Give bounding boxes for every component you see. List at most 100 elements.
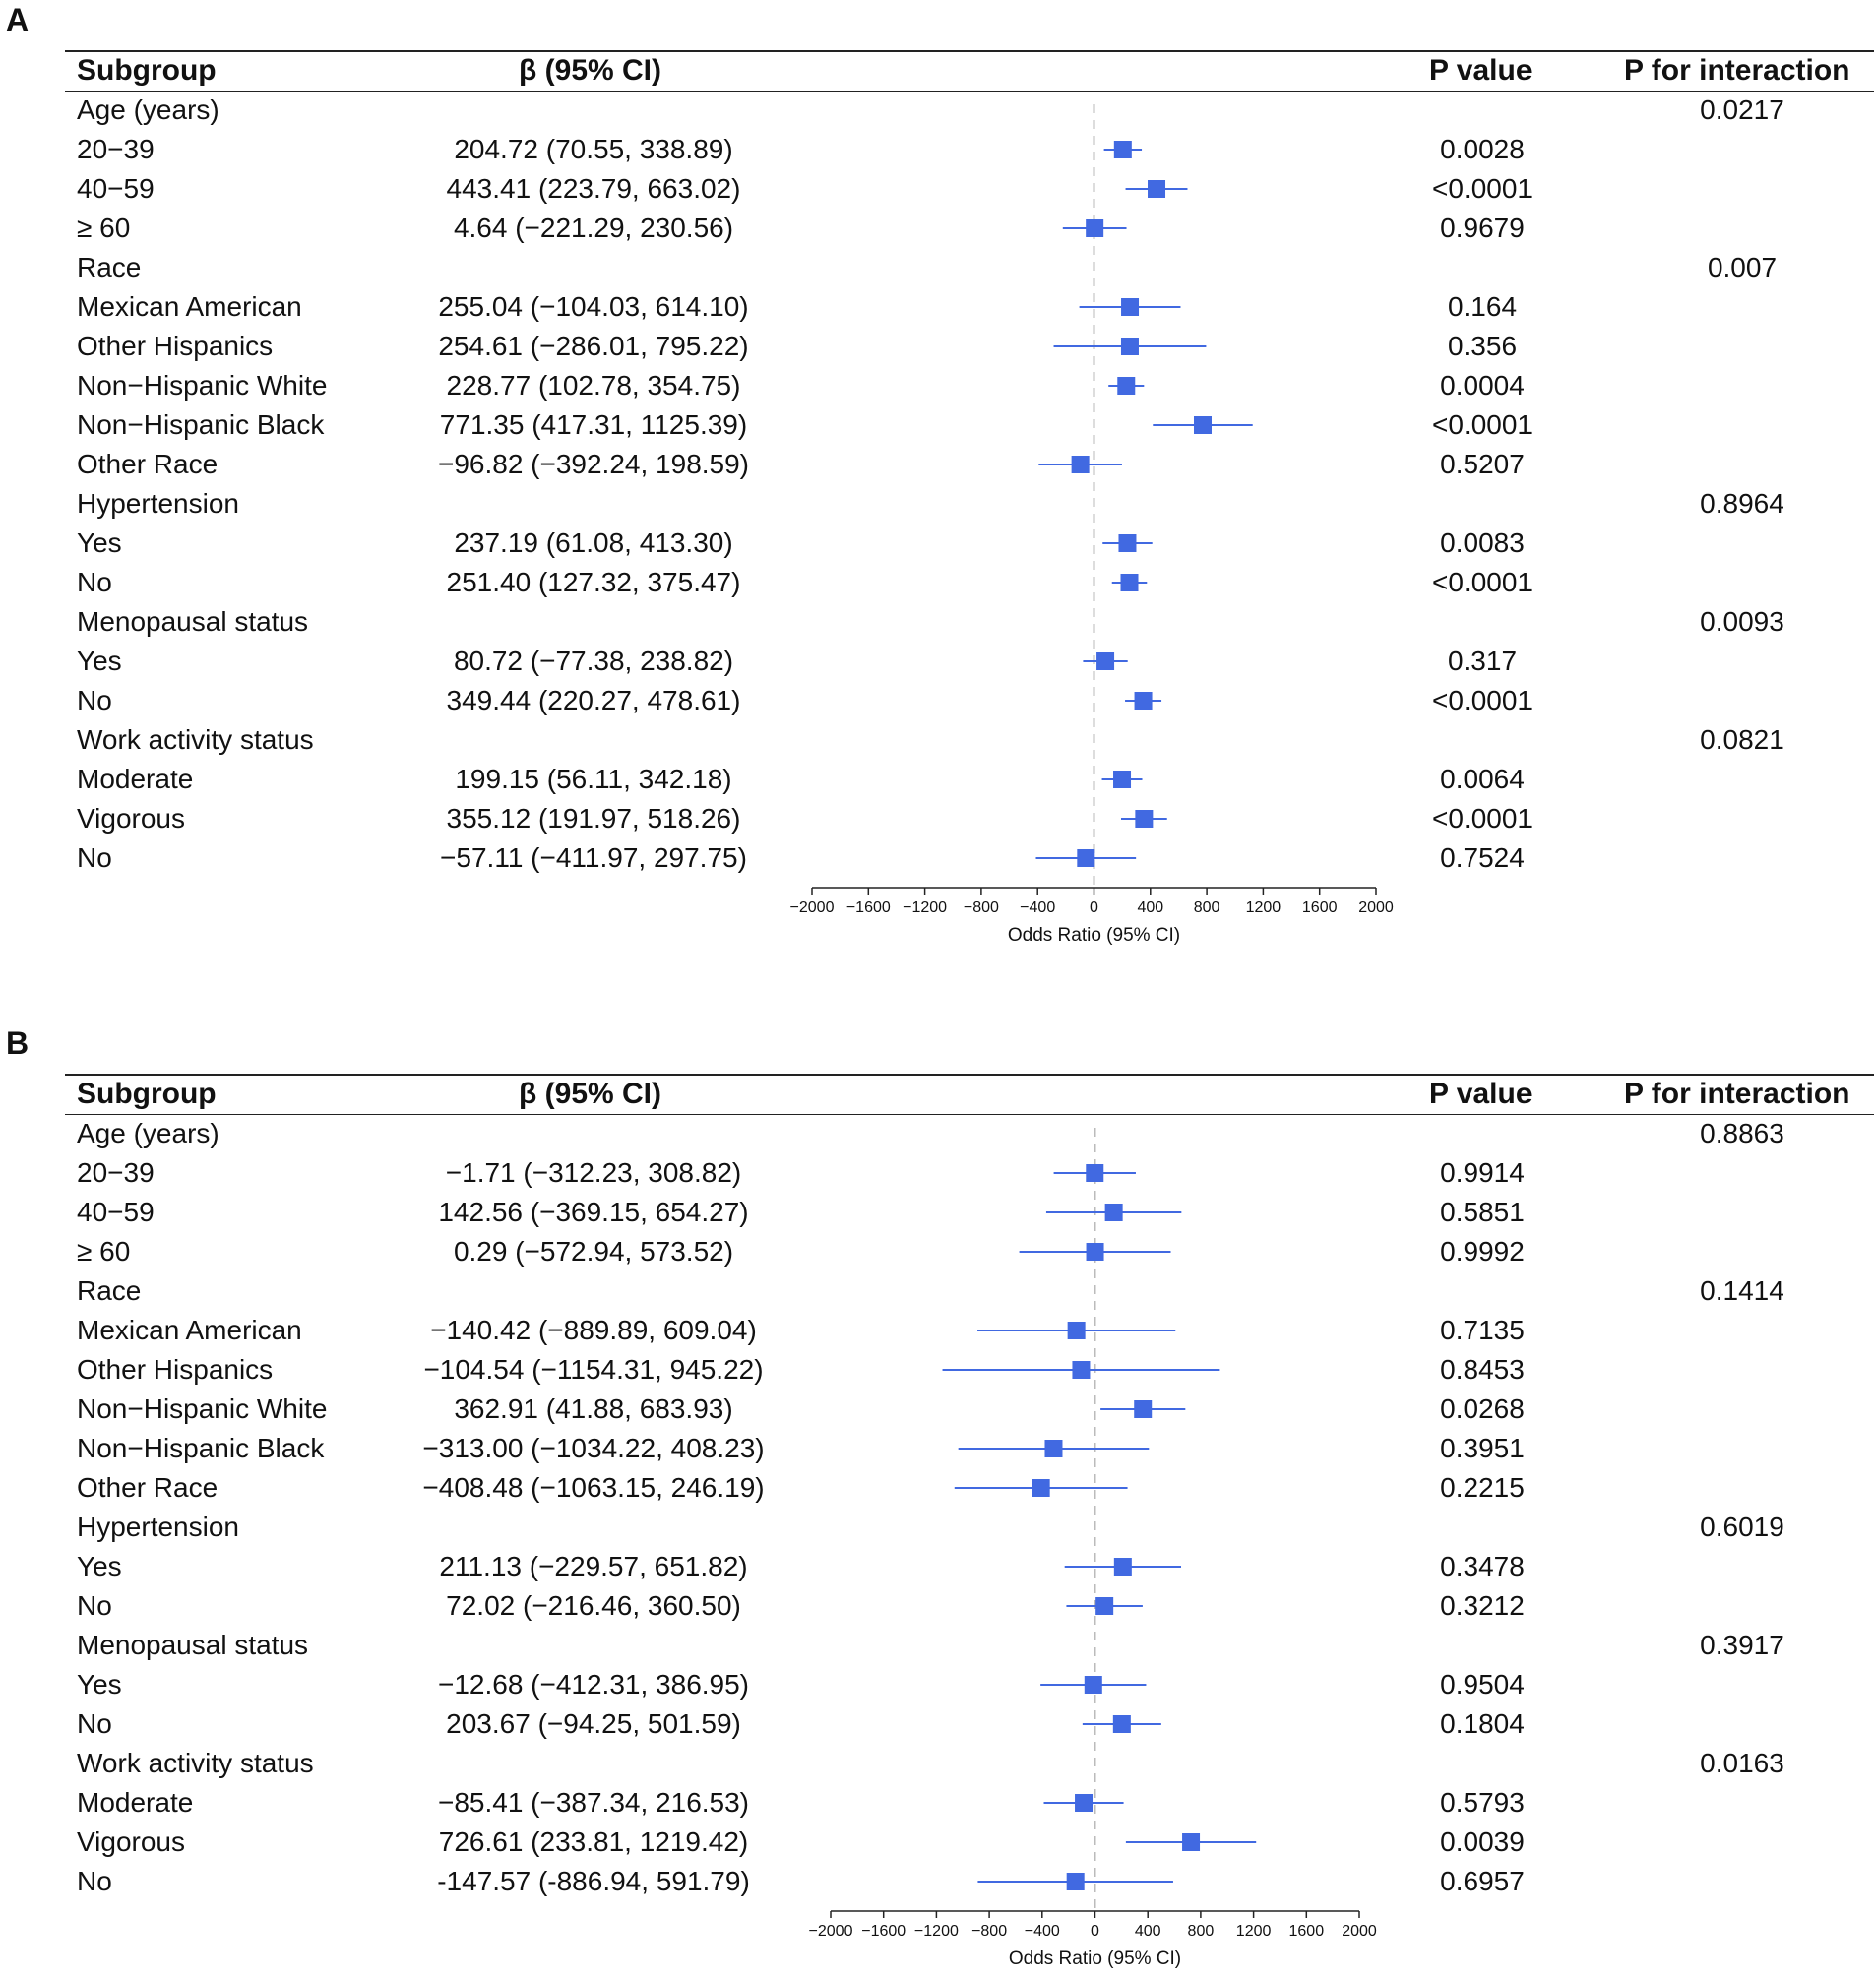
table-row: Hypertension 0.6019 xyxy=(0,1508,1876,1547)
subgroup-label: No xyxy=(77,1708,112,1739)
subgroup-label: Moderate xyxy=(77,764,194,794)
p-value: 0.7135 xyxy=(1440,1315,1525,1345)
beta-ci-value: −104.54 (−1154.31, 945.22) xyxy=(423,1354,764,1385)
subgroup-label: Yes xyxy=(77,1669,122,1700)
subgroup-label: Work activity status xyxy=(77,724,314,755)
x-tick-label: 1600 xyxy=(1302,899,1338,916)
subgroup-label: Vigorous xyxy=(77,803,186,834)
x-tick-label: −400 xyxy=(1025,1923,1060,1940)
table-row: Yes 211.13 (−229.57, 651.82) 0.3478 xyxy=(0,1547,1876,1586)
p-value: 0.0083 xyxy=(1440,527,1525,558)
p-interaction-value: 0.007 xyxy=(1707,252,1778,282)
x-tick-label: 0 xyxy=(1091,1923,1099,1940)
p-value: 0.9679 xyxy=(1440,213,1525,243)
p-value: 0.5793 xyxy=(1440,1787,1525,1818)
table-row: Moderate 199.15 (56.11, 342.18) 0.0064 xyxy=(0,760,1876,799)
table-row: Yes 80.72 (−77.38, 238.82) 0.317 xyxy=(0,642,1876,681)
x-tick-label: −1200 xyxy=(914,1923,959,1940)
x-tick-label: −1600 xyxy=(846,899,891,916)
point-estimate xyxy=(1148,180,1166,198)
p-value: <0.0001 xyxy=(1432,409,1532,440)
beta-ci-value: 254.61 (−286.01, 795.22) xyxy=(438,331,749,361)
subgroup-label: ≥ 60 xyxy=(77,1236,131,1267)
point-estimate xyxy=(1072,1361,1091,1379)
subgroup-label: Yes xyxy=(77,646,122,676)
beta-ci-value: 349.44 (220.27, 478.61) xyxy=(446,685,741,715)
subgroup-label: Menopausal status xyxy=(77,606,309,637)
point-estimate xyxy=(1113,771,1132,788)
point-estimate xyxy=(1121,298,1140,316)
point-estimate xyxy=(1113,1558,1132,1576)
p-interaction-value: 0.3917 xyxy=(1700,1630,1784,1660)
header-p-interaction: P for interaction xyxy=(1624,54,1850,87)
p-value: 0.2215 xyxy=(1440,1472,1525,1503)
p-value: 0.0064 xyxy=(1440,764,1525,794)
beta-ci-value: −57.11 (−411.97, 297.75) xyxy=(440,842,747,873)
p-value: 0.5851 xyxy=(1440,1197,1525,1227)
p-value: 0.164 xyxy=(1447,291,1518,322)
subgroup-label: Work activity status xyxy=(77,1748,314,1778)
table-row: Hypertension 0.8964 xyxy=(0,484,1876,524)
subgroup-label: Non−Hispanic Black xyxy=(77,1433,325,1463)
table-row: No 72.02 (−216.46, 360.50) 0.3212 xyxy=(0,1586,1876,1626)
table-row: No 349.44 (220.27, 478.61) <0.0001 xyxy=(0,681,1876,720)
table-row: Race 0.1414 xyxy=(0,1271,1876,1311)
x-tick-label: −800 xyxy=(964,899,999,916)
p-value: <0.0001 xyxy=(1432,567,1532,597)
point-estimate xyxy=(1077,849,1095,867)
subgroup-label: No xyxy=(77,685,112,715)
table-top-rule xyxy=(65,50,1874,52)
p-value: 0.5207 xyxy=(1440,449,1525,479)
beta-ci-value: 203.67 (−94.25, 501.59) xyxy=(446,1708,741,1739)
table-row: Age (years) 0.8863 xyxy=(0,1114,1876,1153)
subgroup-label: Race xyxy=(77,1275,142,1306)
p-value: <0.0001 xyxy=(1432,803,1532,834)
point-estimate xyxy=(1118,534,1137,552)
x-tick-label: 800 xyxy=(1194,899,1220,916)
x-axis-title: Odds Ratio (95% CI) xyxy=(1008,925,1180,946)
x-tick-label: 400 xyxy=(1137,899,1163,916)
p-value: 0.3478 xyxy=(1440,1551,1525,1581)
subgroup-label: Moderate xyxy=(77,1787,194,1818)
x-tick-label: −2000 xyxy=(790,899,835,916)
table-row: Mexican American −140.42 (−889.89, 609.04… xyxy=(0,1311,1876,1350)
subgroup-label: Non−Hispanic Black xyxy=(77,409,325,440)
p-interaction-value: 0.0821 xyxy=(1700,724,1784,755)
p-value: <0.0001 xyxy=(1432,173,1532,204)
x-axis-title: Odds Ratio (95% CI) xyxy=(1009,1949,1181,1969)
p-value: 0.7524 xyxy=(1440,842,1525,873)
p-value: 0.3212 xyxy=(1440,1590,1525,1621)
header-p-value: P value xyxy=(1429,54,1532,87)
header-rule xyxy=(65,91,1874,92)
beta-ci-value: 4.64 (−221.29, 230.56) xyxy=(453,213,734,243)
subgroup-label: Non−Hispanic White xyxy=(77,370,328,401)
subgroup-label: Other Hispanics xyxy=(77,1354,274,1385)
subgroup-label: Yes xyxy=(77,1551,122,1581)
header-p-value: P value xyxy=(1429,1078,1532,1110)
table-row: Yes −12.68 (−412.31, 386.95) 0.9504 xyxy=(0,1665,1876,1704)
table-row: ≥ 60 4.64 (−221.29, 230.56) 0.9679 xyxy=(0,209,1876,248)
x-tick-label: −400 xyxy=(1020,899,1055,916)
table-row: Moderate −85.41 (−387.34, 216.53) 0.5793 xyxy=(0,1783,1876,1823)
p-value: 0.9914 xyxy=(1440,1157,1525,1188)
p-interaction-value: 0.0093 xyxy=(1700,606,1784,637)
table-row: Other Hispanics −104.54 (−1154.31, 945.22… xyxy=(0,1350,1876,1390)
table-row: Menopausal status 0.0093 xyxy=(0,602,1876,642)
beta-ci-value: −408.48 (−1063.15, 246.19) xyxy=(422,1472,765,1503)
point-estimate xyxy=(1182,1833,1201,1851)
table-row: Other Hispanics 254.61 (−286.01, 795.22) 0… xyxy=(0,327,1876,366)
p-value: 0.317 xyxy=(1447,646,1518,676)
table-row: 20−39 204.72 (70.55, 338.89) 0.0028 xyxy=(0,130,1876,169)
table-row: No 251.40 (127.32, 375.47) <0.0001 xyxy=(0,563,1876,602)
beta-ci-value: 228.77 (102.78, 354.75) xyxy=(446,370,741,401)
point-estimate xyxy=(1095,1597,1114,1615)
table-row: No 203.67 (−94.25, 501.59) 0.1804 xyxy=(0,1704,1876,1744)
p-value: 0.6957 xyxy=(1440,1866,1525,1896)
point-estimate xyxy=(1120,338,1139,355)
x-tick-label: 400 xyxy=(1135,1923,1161,1940)
table-row: Other Race −408.48 (−1063.15, 246.19) 0.22… xyxy=(0,1468,1876,1508)
point-estimate xyxy=(1117,377,1136,395)
beta-ci-value: 237.19 (61.08, 413.30) xyxy=(454,527,733,558)
p-interaction-value: 0.0163 xyxy=(1700,1748,1784,1778)
x-tick-label: 800 xyxy=(1188,1923,1215,1940)
